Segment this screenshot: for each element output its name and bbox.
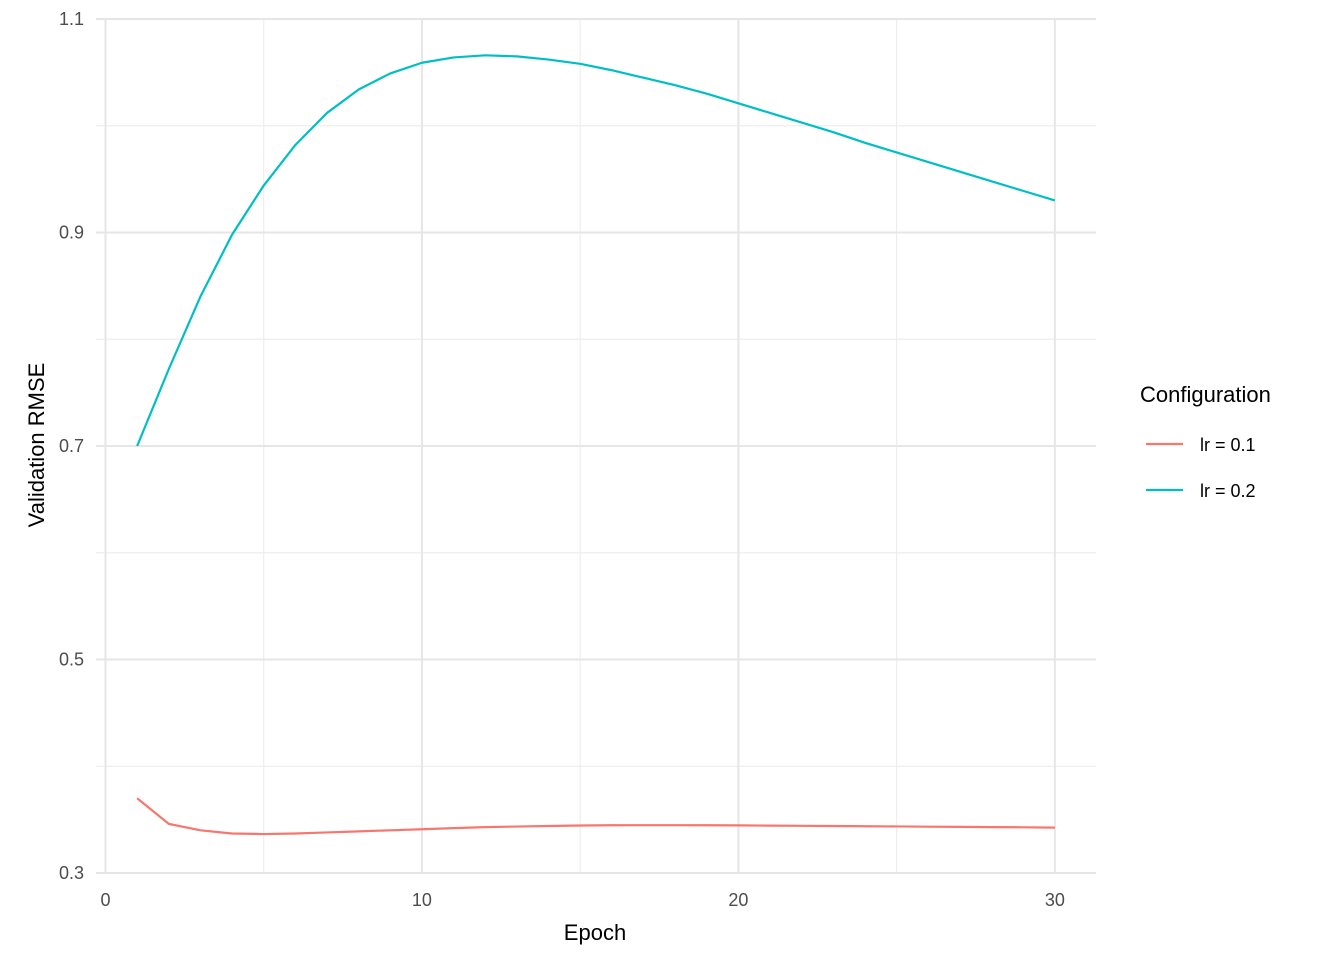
y-tick-label: 1.1 (59, 9, 84, 29)
y-axis-title: Validation RMSE (24, 363, 49, 528)
grid (96, 18, 1096, 874)
series-line-lr-0-1 (136, 797, 1055, 836)
y-tick-label: 0.3 (59, 863, 84, 883)
x-tick-label: 20 (728, 890, 748, 910)
x-tick-label: 30 (1045, 890, 1065, 910)
legend-item: lr = 0.2 (1146, 481, 1256, 501)
y-tick-label: 0.5 (59, 650, 84, 670)
legend-item: lr = 0.1 (1146, 435, 1256, 455)
y-axis-ticks: 0.3 0.5 0.7 0.9 1.1 (59, 9, 84, 883)
legend-title: Configuration (1140, 382, 1271, 407)
x-axis-ticks: 0 10 20 30 (100, 890, 1064, 910)
y-tick-label: 0.7 (59, 436, 84, 456)
legend-label: lr = 0.1 (1200, 435, 1256, 455)
series-lines (136, 54, 1056, 836)
x-tick-label: 10 (412, 890, 432, 910)
legend-label: lr = 0.2 (1200, 481, 1256, 501)
series-line-lr-0-2 (136, 54, 1056, 447)
x-axis-title: Epoch (564, 920, 626, 945)
y-tick-label: 0.9 (59, 223, 84, 243)
legend: Configuration lr = 0.1 lr = 0.2 (1140, 382, 1271, 501)
x-tick-label: 0 (100, 890, 110, 910)
